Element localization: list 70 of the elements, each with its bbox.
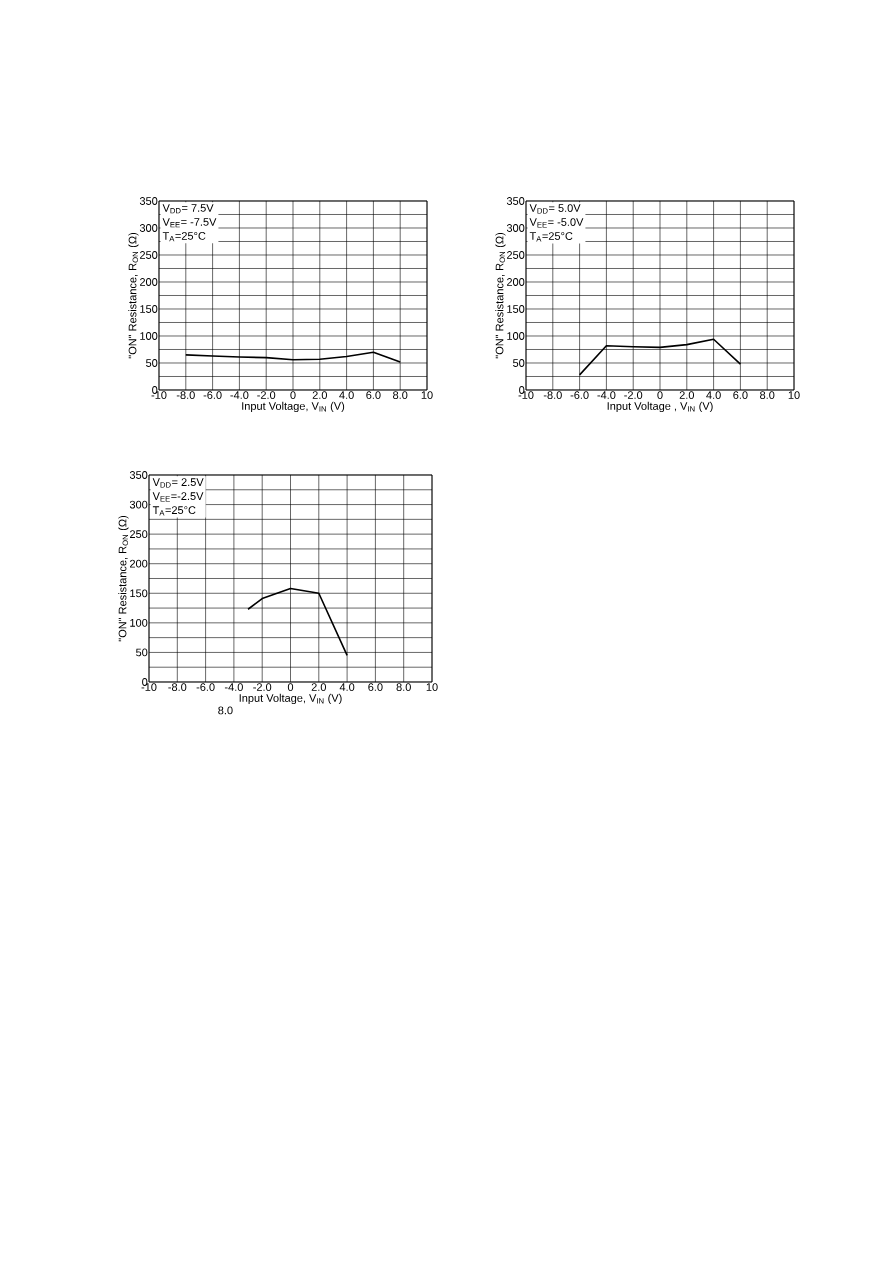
x-tick-label: 0 — [287, 683, 294, 691]
x-axis-title: Input Voltage, V$_{IN}$ (V) — [239, 693, 342, 705]
line-series — [578, 338, 742, 376]
x-tick-label: 4.0 — [706, 391, 721, 399]
x-tick-label: 2.0 — [679, 391, 695, 399]
y-tick-label: 350 — [129, 471, 148, 479]
x-tick-label: 6.0 — [368, 683, 383, 691]
annotation: T$_{A}$=25°C — [152, 506, 196, 516]
x-axis-title: Input Voltage , V$_{IN}$ (V) — [607, 401, 713, 413]
annotation: V$_{EE}$=-2.5V — [152, 492, 204, 502]
x-tick-label: -8.0 — [176, 391, 195, 399]
y-tick-label: 350 — [506, 197, 525, 205]
y-tick-label: 150 — [130, 589, 148, 598]
x-tick-label: -8.0 — [543, 391, 562, 399]
y-tick-label: 200 — [140, 278, 158, 286]
line-series — [247, 587, 348, 657]
annotation: V$_{DD}$= 5.0V — [529, 204, 581, 214]
y-tick-label: 250 — [130, 530, 148, 539]
x-tick-label: 0 — [657, 391, 663, 399]
x-tick-label: 6.0 — [366, 391, 381, 399]
x-tick-label: 8.0 — [396, 683, 411, 691]
y-tick-label: 200 — [130, 559, 148, 568]
x-axis-title: Input Voltage, V$_{IN}$ (V) — [242, 401, 345, 413]
x-tick-label: 0 — [290, 391, 296, 399]
y-tick-label: 50 — [513, 359, 525, 367]
y-tick-label: 100 — [507, 332, 525, 340]
y-tick-label: 150 — [140, 305, 158, 313]
x-tick-label: -6.0 — [570, 391, 589, 399]
x-tick-label: 4.0 — [339, 683, 355, 691]
x-tick-label: -2.0 — [257, 391, 276, 399]
y-axis-title: "ON" Resistance, R$_{ON}$ (Ω) — [495, 232, 506, 359]
x-tick-label: 4.0 — [339, 391, 354, 399]
y-axis-title: "ON" Resistance, R$_{ON}$ (Ω) — [128, 232, 139, 359]
x-tick-label: 8.0 — [760, 391, 775, 399]
y-tick-label: 300 — [129, 500, 148, 509]
x-tick-label: 10 — [421, 391, 433, 399]
y-tick-label: 50 — [136, 648, 148, 657]
y-axis-title: "ON" Resistance, R$_{ON}$ (Ω) — [118, 515, 129, 642]
y-tick-label: 100 — [140, 332, 158, 340]
y-tick-label: 150 — [507, 305, 525, 313]
x-tick-label: -2.0 — [253, 683, 272, 691]
x-tick-label: -2.0 — [624, 391, 643, 399]
x-tick-label: 6.0 — [733, 391, 748, 399]
x-tick-label: -4.0 — [230, 391, 249, 399]
y-tick-label: 200 — [507, 278, 525, 286]
y-tick-label: 350 — [139, 197, 158, 205]
y-tick-label: 250 — [507, 251, 525, 259]
annotation: V$_{EE}$= -5.0V — [529, 218, 584, 228]
x-tick-label: 10 — [788, 391, 800, 399]
x-tick-label: 2.0 — [312, 391, 328, 399]
y-tick-label: 300 — [506, 224, 525, 232]
x-tick-label: -8.0 — [168, 683, 187, 691]
annotation: T$_{A}$=25°C — [529, 232, 573, 242]
y-tick-label: 300 — [139, 224, 158, 232]
annotation: V$_{DD}$= 2.5V — [152, 478, 204, 488]
x-tick-label: 10 — [426, 683, 438, 691]
line-series — [185, 351, 401, 363]
y-tick-label: 50 — [146, 359, 158, 367]
x-tick-label: -6.0 — [203, 391, 222, 399]
x-tick-label: -4.0 — [597, 391, 616, 399]
x-tick-label: 8.0 — [393, 391, 408, 399]
text: 8.0 — [218, 706, 233, 715]
x-tick-label: -4.0 — [224, 683, 243, 691]
y-tick-label: 100 — [130, 618, 148, 627]
x-tick-label: -6.0 — [196, 683, 215, 691]
annotation: V$_{EE}$= -7.5V — [162, 218, 217, 228]
y-tick-label: 250 — [140, 251, 158, 259]
annotation: T$_{A}$=25°C — [162, 232, 206, 242]
annotation: V$_{DD}$= 7.5V — [162, 204, 214, 214]
x-tick-label: 2.0 — [311, 683, 327, 691]
